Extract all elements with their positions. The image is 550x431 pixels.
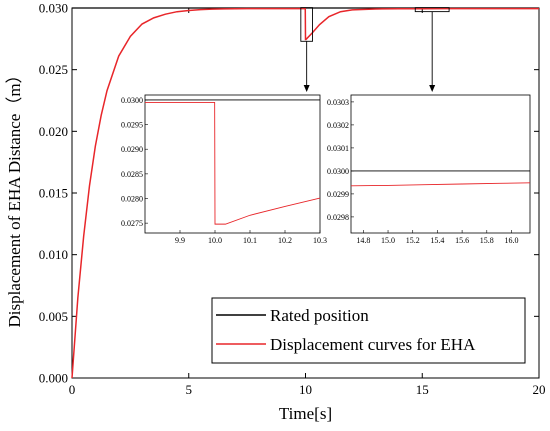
- inset-x-tick-label: 15.6: [455, 236, 469, 245]
- inset-x-tick-label: 15.2: [406, 236, 420, 245]
- y-tick-label: 0.005: [39, 309, 68, 324]
- inset-eha-displacement-line: [145, 101, 321, 225]
- inset-plot-drop: 9.9 10.0 10.1 10.2 10.3 0.0275 0.0280 0.0285 0.0…: [121, 94, 327, 245]
- inset-y-tick-label: 0.0300: [121, 96, 143, 105]
- legend: Rated position Displacement curves for EH…: [211, 297, 526, 364]
- y-tick-label: 0.025: [39, 62, 68, 77]
- zoom-region-box: [300, 7, 313, 42]
- x-tick-label: 20: [533, 382, 546, 397]
- inset-frame: [350, 94, 531, 234]
- y-tick-label: 0.020: [39, 124, 68, 139]
- y-axis-title: Displacement of EHA Distance（m）: [5, 66, 24, 327]
- y-tick-label: 0.010: [39, 247, 68, 262]
- y-tick-label: 0.030: [39, 1, 68, 16]
- zoom-arrow-head: [303, 85, 310, 92]
- inset-x-tick-label: 16.0: [504, 236, 518, 245]
- inset-x-tick-label: 10.1: [243, 236, 257, 245]
- legend-label: Displacement curves for EHA: [270, 335, 476, 354]
- inset-y-tick-label: 0.0300: [327, 167, 349, 176]
- x-tick-label: 0: [69, 382, 76, 397]
- main-plot: 0 5 10 15 20 0.000 0.005 0.010 0.015 0.020 0.025 0.…: [39, 1, 546, 398]
- inset-y-tick-label: 0.0290: [121, 145, 143, 154]
- inset-y-tick-label: 0.0303: [327, 98, 349, 107]
- inset-x-tick-label: 15.4: [430, 236, 444, 245]
- x-tick-label: 10: [299, 382, 312, 397]
- inset-y-tick-label: 0.0275: [121, 219, 143, 228]
- inset-plot-steady-state: 14.8 15.0 15.2 15.4 15.6 15.8 16.0 0.0298 0.0299…: [327, 94, 531, 245]
- y-tick-label: 0.000: [39, 371, 68, 386]
- x-axis-title: Time[s]: [279, 404, 332, 423]
- inset-y-tick-label: 0.0301: [327, 144, 349, 153]
- y-tick-label: 0.015: [39, 186, 68, 201]
- inset-y-tick-label: 0.0285: [121, 170, 143, 179]
- inset-y-tick-label: 0.0299: [327, 190, 349, 199]
- inset-x-tick-label: 15.0: [381, 236, 395, 245]
- inset-eha-displacement-line: [350, 182, 531, 187]
- legend-label: Rated position: [270, 306, 369, 325]
- inset-y-tick-label: 0.0302: [327, 121, 349, 130]
- inset-frame: [144, 94, 321, 234]
- zoom-arrow-head: [429, 85, 436, 92]
- inset-y-tick-label: 0.0280: [121, 195, 143, 204]
- inset-x-tick-label: 14.8: [356, 236, 370, 245]
- inset-y-tick-label: 0.0295: [121, 121, 143, 130]
- inset-connectors: [300, 7, 450, 92]
- x-tick-label: 15: [416, 382, 429, 397]
- inset-x-tick-label: 15.8: [480, 236, 494, 245]
- inset-x-tick-label: 10.0: [208, 236, 222, 245]
- legend-frame: [211, 297, 526, 364]
- series-line-eha-displacement: [71, 7, 539, 379]
- inset-y-tick-label: 0.0298: [327, 213, 349, 222]
- inset-x-tick-label: 9.9: [175, 236, 185, 245]
- x-tick-label: 5: [186, 382, 193, 397]
- inset-x-tick-label: 10.3: [313, 236, 327, 245]
- inset-x-tick-label: 10.2: [278, 236, 292, 245]
